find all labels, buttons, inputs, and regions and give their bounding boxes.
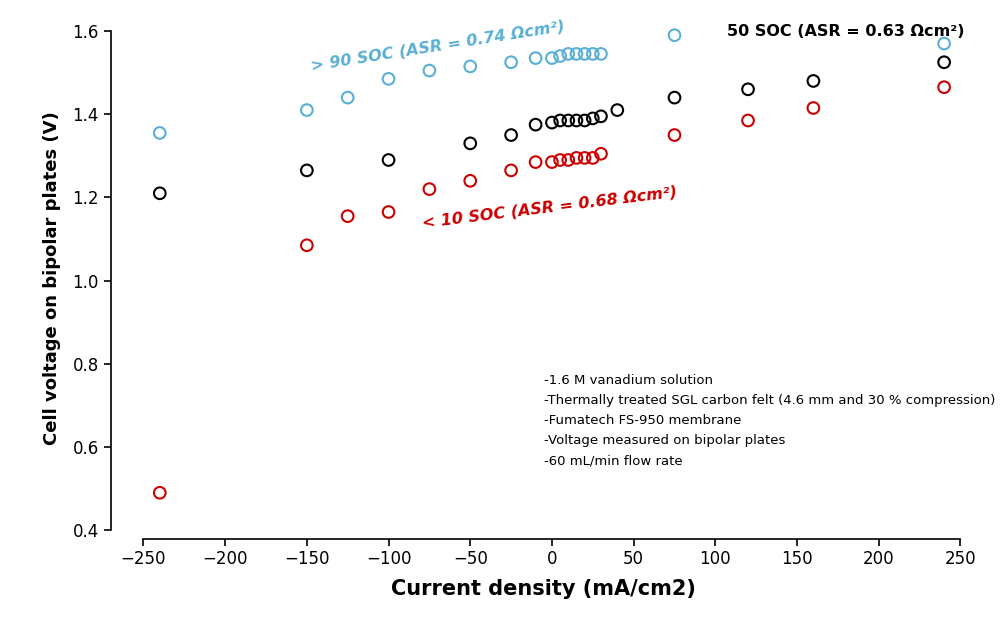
Point bbox=[577, 49, 593, 59]
Point bbox=[937, 58, 953, 67]
Point bbox=[740, 116, 756, 126]
Point bbox=[560, 116, 576, 126]
Point bbox=[152, 488, 168, 498]
Point bbox=[339, 211, 355, 221]
Point bbox=[528, 53, 544, 63]
Point bbox=[544, 53, 560, 63]
Point bbox=[568, 116, 584, 126]
Point bbox=[152, 128, 168, 138]
Point bbox=[528, 157, 544, 167]
Point bbox=[299, 240, 315, 250]
Point bbox=[560, 49, 576, 59]
X-axis label: Current density (mA/cm2): Current density (mA/cm2) bbox=[392, 579, 696, 599]
Point bbox=[552, 51, 568, 61]
Point bbox=[593, 49, 609, 59]
Point bbox=[299, 105, 315, 115]
Point bbox=[806, 103, 822, 113]
Point bbox=[609, 105, 625, 115]
Point bbox=[552, 116, 568, 126]
Point bbox=[381, 155, 397, 165]
Point bbox=[544, 157, 560, 167]
Point bbox=[552, 155, 568, 165]
Point bbox=[585, 153, 601, 163]
Point bbox=[462, 61, 478, 71]
Point bbox=[577, 116, 593, 126]
Point bbox=[504, 130, 520, 140]
Point bbox=[504, 165, 520, 175]
Point bbox=[421, 184, 437, 194]
Text: > 90 SOC (ASR = 0.74 Ωcm²): > 90 SOC (ASR = 0.74 Ωcm²) bbox=[310, 18, 566, 73]
Point bbox=[568, 49, 584, 59]
Point bbox=[667, 30, 683, 40]
Point bbox=[740, 84, 756, 94]
Point bbox=[421, 66, 437, 76]
Point bbox=[593, 111, 609, 121]
Point bbox=[299, 165, 315, 175]
Point bbox=[462, 139, 478, 149]
Point bbox=[381, 207, 397, 217]
Point bbox=[339, 93, 355, 103]
Point bbox=[585, 113, 601, 123]
Point bbox=[568, 153, 584, 163]
Point bbox=[593, 149, 609, 158]
Point bbox=[937, 82, 953, 92]
Point bbox=[937, 38, 953, 48]
Text: -1.6 M vanadium solution
-Thermally treated SGL carbon felt (4.6 mm and 30 % com: -1.6 M vanadium solution -Thermally trea… bbox=[544, 374, 995, 467]
Text: 50 SOC (ASR = 0.63 Ωcm²): 50 SOC (ASR = 0.63 Ωcm²) bbox=[727, 24, 965, 40]
Point bbox=[528, 119, 544, 129]
Point bbox=[504, 58, 520, 67]
Point bbox=[544, 118, 560, 128]
Point bbox=[381, 74, 397, 84]
Text: < 10 SOC (ASR = 0.68 Ωcm²): < 10 SOC (ASR = 0.68 Ωcm²) bbox=[421, 184, 678, 231]
Point bbox=[462, 176, 478, 186]
Point bbox=[667, 130, 683, 140]
Point bbox=[667, 93, 683, 103]
Point bbox=[560, 155, 576, 165]
Point bbox=[585, 49, 601, 59]
Point bbox=[577, 153, 593, 163]
Y-axis label: Cell voltage on bipolar plates (V): Cell voltage on bipolar plates (V) bbox=[43, 111, 61, 446]
Point bbox=[152, 188, 168, 198]
Point bbox=[806, 76, 822, 86]
